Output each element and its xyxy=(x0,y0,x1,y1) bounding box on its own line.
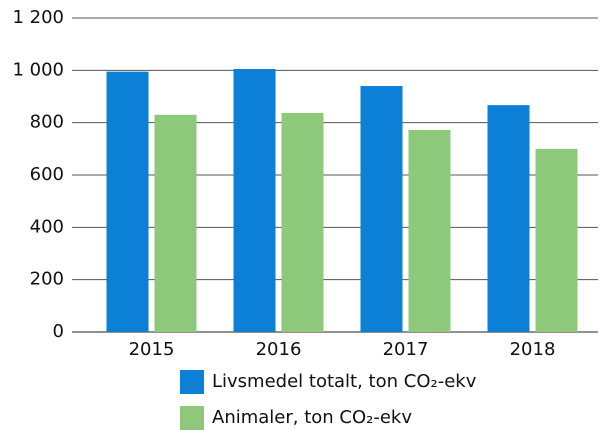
legend-label: Animaler, ton CO₂-ekv xyxy=(212,407,412,428)
bar xyxy=(360,86,403,333)
x-tick-label: 2016 xyxy=(256,339,302,360)
y-tick-label: 800 xyxy=(30,112,64,133)
bar xyxy=(154,114,197,332)
y-tick-label: 1 000 xyxy=(12,59,64,80)
x-tick-label: 2017 xyxy=(383,339,429,360)
legend-swatch xyxy=(180,370,204,394)
legend-swatch xyxy=(180,406,204,430)
bar xyxy=(106,71,149,333)
x-tick-label: 2015 xyxy=(129,339,175,360)
x-tick-label: 2018 xyxy=(510,339,556,360)
legend-label: Livsmedel totalt, ton CO₂-ekv xyxy=(212,371,477,392)
y-tick-label: 400 xyxy=(30,216,64,237)
bar xyxy=(487,105,530,332)
y-tick-label: 600 xyxy=(30,164,64,185)
bar xyxy=(535,148,578,332)
y-tick-label: 1 200 xyxy=(12,7,64,28)
bar xyxy=(281,112,324,332)
y-tick-label: 0 xyxy=(53,321,64,342)
bar xyxy=(233,69,276,333)
bar xyxy=(408,129,451,332)
y-tick-label: 200 xyxy=(30,269,64,290)
